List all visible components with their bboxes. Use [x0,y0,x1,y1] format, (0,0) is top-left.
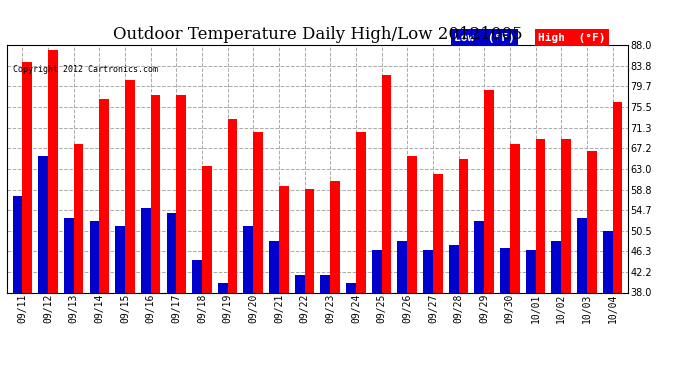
Bar [150,94,160,375]
Bar [279,186,288,375]
Bar [48,50,58,375]
Bar [125,80,135,375]
Bar [202,166,212,375]
Text: High  (°F): High (°F) [538,33,605,42]
Bar [500,248,510,375]
Bar [526,251,535,375]
Title: Outdoor Temperature Daily High/Low 20121005: Outdoor Temperature Daily High/Low 20121… [112,27,522,44]
Bar [166,213,176,375]
Bar [74,144,83,375]
Bar [244,226,253,375]
Bar [228,119,237,375]
Bar [115,226,125,375]
Bar [141,209,150,375]
Bar [356,132,366,375]
Bar [38,156,48,375]
Bar [331,181,340,375]
Bar [99,99,109,375]
Bar [561,139,571,375]
Bar [484,90,494,375]
Bar [346,283,356,375]
Bar [448,246,459,375]
Bar [613,102,622,375]
Bar [535,139,545,375]
Bar [475,221,484,375]
Bar [586,152,597,375]
Bar [433,174,442,375]
Bar [372,251,382,375]
Bar [423,251,433,375]
Bar [382,75,391,375]
Bar [253,132,263,375]
Bar [12,196,22,375]
Bar [397,240,407,375]
Bar [218,283,228,375]
Bar [22,62,32,375]
Bar [510,144,520,375]
Bar [64,218,74,375]
Bar [459,159,469,375]
Bar [193,260,202,375]
Bar [304,189,315,375]
Bar [577,218,586,375]
Bar [295,275,304,375]
Bar [407,156,417,375]
Bar [176,94,186,375]
Bar [269,240,279,375]
Bar [90,221,99,375]
Text: Copyright 2012 Cartronics.com: Copyright 2012 Cartronics.com [13,65,158,74]
Text: Low  (°F): Low (°F) [454,33,515,42]
Bar [551,240,561,375]
Bar [603,231,613,375]
Bar [320,275,331,375]
